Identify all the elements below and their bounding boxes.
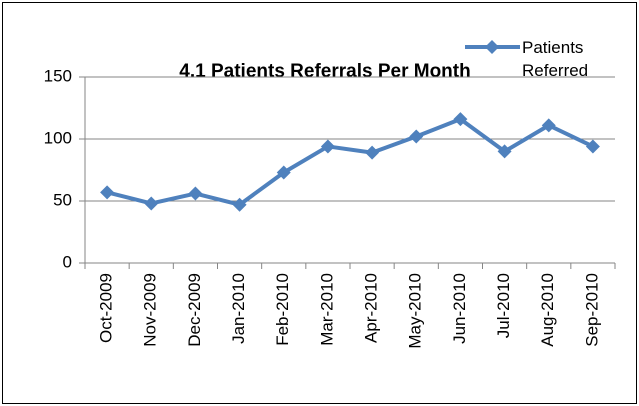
- x-tick-label: Apr-2010: [362, 273, 381, 343]
- x-tick-label: Jul-2010: [494, 273, 513, 338]
- x-tick-label: May-2010: [406, 273, 425, 349]
- point: [320, 139, 335, 154]
- x-tick-label: Jan-2010: [229, 273, 248, 344]
- point: [188, 186, 203, 201]
- point: [100, 185, 115, 200]
- point: [409, 129, 424, 144]
- x-tick-label: Sep-2010: [582, 273, 601, 347]
- y-tick-label: 100: [44, 128, 72, 147]
- point: [144, 196, 159, 211]
- x-tick-label: Aug-2010: [538, 273, 557, 347]
- legend-marker: [485, 40, 499, 54]
- point: [365, 145, 380, 160]
- legend-label: Patients Referred: [522, 38, 589, 80]
- y-tick-label: 0: [63, 252, 72, 271]
- point: [541, 118, 556, 133]
- x-tick-label: Dec-2009: [185, 273, 204, 347]
- y-tick-label: 50: [53, 190, 72, 209]
- x-tick-label: Feb-2010: [273, 273, 292, 346]
- series-line: [106, 117, 594, 207]
- point: [276, 165, 291, 180]
- chart-title: 4.1 Patients Referrals Per Month: [179, 61, 470, 82]
- x-tick-label: Nov-2009: [141, 273, 160, 347]
- y-tick-label: 150: [44, 66, 72, 85]
- x-tick-label: Oct-2009: [97, 273, 116, 343]
- x-tick-label: Jun-2010: [450, 273, 469, 344]
- point: [585, 139, 600, 154]
- point: [497, 144, 512, 159]
- point: [453, 112, 468, 127]
- point: [232, 197, 247, 212]
- x-tick-label: Mar-2010: [317, 273, 336, 346]
